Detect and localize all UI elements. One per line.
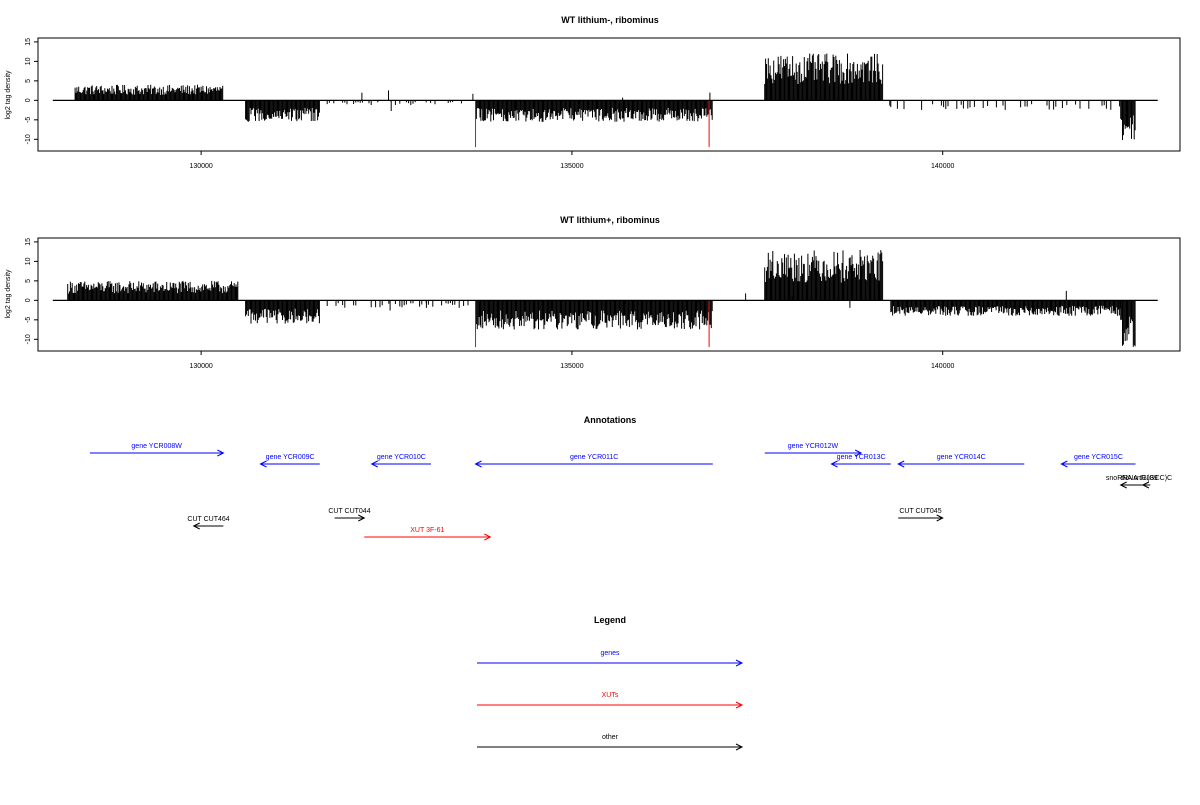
arrow-head: [936, 514, 944, 522]
arrow-head: [259, 460, 267, 468]
x-tick-label: 135000: [560, 163, 583, 170]
x-tick-label: 140000: [931, 163, 954, 170]
legend-item-genes: genes: [477, 650, 744, 667]
legend-item-other: other: [477, 734, 744, 751]
feature-label: tRNA tG(GCC)C: [1121, 475, 1172, 482]
feature-genes: gene YCR010C: [370, 454, 432, 468]
feature-list: gene YCR008W gene YCR009C gene YCR010C gene…: [89, 443, 1172, 541]
y-tick-label: -10: [25, 134, 32, 144]
density-bars: [52, 250, 1158, 348]
track-panel-lithium-minus: WT lithium-, ribominus log2 tag density …: [5, 15, 1181, 170]
feature-label: gene YCR012W: [788, 443, 839, 450]
legend-items: genes XUTs other: [477, 650, 744, 751]
arrow-head: [1119, 481, 1127, 489]
feature-label: gene YCR008W: [131, 443, 182, 450]
track-title: WT lithium+, ribominus: [560, 215, 660, 225]
track-title: WT lithium-, ribominus: [561, 15, 659, 25]
y-axis-label: log2 tag density: [5, 269, 12, 319]
feature-label: gene YCR014C: [937, 454, 986, 461]
arrow-head: [735, 701, 744, 709]
feature-label: gene YCR010C: [377, 454, 426, 461]
y-tick-label: 15: [25, 238, 32, 246]
arrow-head: [474, 460, 482, 468]
arrow-head: [735, 743, 744, 751]
y-tick-label: 0: [25, 298, 32, 302]
feature-genes: gene YCR014C: [897, 454, 1025, 468]
arrow-head: [358, 514, 366, 522]
feature-genes: gene YCR009C: [259, 454, 320, 468]
feature-genes: gene YCR012W: [764, 443, 863, 457]
legend-label: XUTs: [602, 692, 619, 699]
x-tick-label: 135000: [560, 363, 583, 370]
legend-label: other: [602, 734, 619, 741]
arrow-head: [1060, 460, 1068, 468]
y-tick-label: 10: [25, 57, 32, 65]
legend-title: Legend: [594, 615, 626, 625]
plot-frame: [37, 37, 1181, 152]
y-tick-label: 15: [25, 38, 32, 46]
feature-xuts: XUT 3F-61: [364, 527, 492, 541]
feature-label: gene YCR009C: [266, 454, 315, 461]
arrow-head: [897, 460, 905, 468]
feature-other: CUT CUT045: [898, 508, 944, 522]
feature-label: snoRNA snR189: [1106, 475, 1158, 482]
y-tick-label: -5: [25, 117, 32, 123]
y-axis: 15 10 5 0 -5 -10: [25, 38, 38, 144]
legend-label: genes: [600, 650, 620, 657]
feature-genes: gene YCR008W: [89, 443, 225, 457]
feature-label: XUT 3F-61: [410, 527, 444, 534]
feature-label: CUT CUT044: [328, 508, 370, 515]
y-axis: 15 10 5 0 -5 -10: [25, 238, 38, 344]
y-tick-label: -10: [25, 334, 32, 344]
density-bars: [52, 53, 1158, 148]
arrow-head: [735, 659, 744, 667]
feature-other: CUT CUT464: [187, 516, 230, 530]
arrow-head: [854, 449, 863, 457]
y-tick-label: 5: [25, 79, 32, 83]
y-tick-label: 0: [25, 98, 32, 102]
x-tick-label: 130000: [189, 163, 212, 170]
feature-label: gene YCR011C: [570, 454, 618, 461]
y-tick-label: 5: [25, 279, 32, 283]
feature-other: tRNA tG(GCC)C: [1121, 475, 1172, 489]
plot-frame: [37, 237, 1181, 352]
x-axis: 130000 135000 140000: [189, 151, 954, 170]
legend-item-xuts: XUTs: [477, 692, 744, 709]
arrow-head: [217, 449, 225, 457]
feature-genes: gene YCR013C: [830, 454, 891, 468]
annotations-title: Annotations: [584, 415, 637, 425]
y-tick-label: -5: [25, 317, 32, 323]
x-tick-label: 140000: [931, 363, 954, 370]
feature-label: gene YCR013C: [837, 454, 886, 461]
arrow-head: [192, 522, 200, 530]
y-tick-label: 10: [25, 257, 32, 265]
feature-genes: gene YCR011C: [474, 454, 713, 468]
feature-genes: gene YCR015C: [1060, 454, 1136, 468]
arrow-head: [370, 460, 378, 468]
arrow-head: [1141, 481, 1150, 489]
track-panel-lithium-plus: WT lithium+, ribominus log2 tag density …: [5, 215, 1181, 370]
feature-label: gene YCR015C: [1074, 454, 1123, 461]
legend: Legend genes XUTs other: [477, 615, 744, 751]
y-axis-label: log2 tag density: [5, 70, 12, 120]
x-tick-label: 130000: [189, 363, 212, 370]
feature-label: CUT CUT045: [899, 508, 941, 515]
feature-label: CUT CUT464: [187, 516, 229, 523]
x-axis: 130000 135000 140000: [189, 351, 954, 370]
arrow-head: [484, 533, 492, 541]
arrow-head: [830, 460, 838, 468]
feature-other: CUT CUT044: [328, 508, 371, 522]
feature-other: snoRNA snR189: [1106, 475, 1158, 489]
